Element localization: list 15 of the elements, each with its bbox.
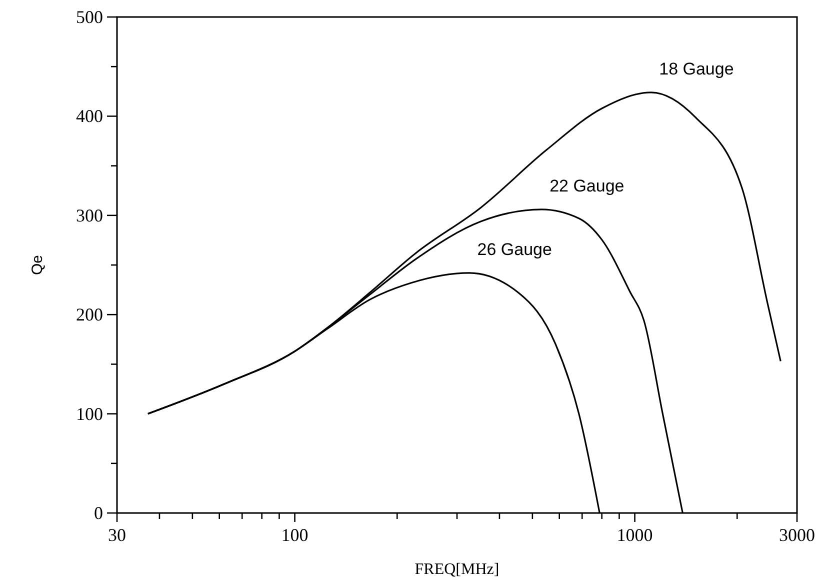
y-tick-label: 300: [76, 205, 103, 226]
series-label: 26 Gauge: [477, 240, 552, 259]
y-tick-label: 100: [76, 404, 103, 424]
x-axis-title: FREQ[MHz]: [414, 561, 500, 578]
y-tick-label: 200: [76, 304, 103, 325]
y-tick-label: 500: [76, 7, 103, 27]
x-tick-label: 30: [108, 525, 126, 545]
x-tick-label: 100: [281, 525, 308, 545]
x-tick-label: 1000: [616, 525, 653, 545]
series-label: 18 Gauge: [659, 59, 734, 78]
y-axis-title: Qe: [29, 254, 46, 276]
y-tick-label: 0: [94, 503, 103, 523]
x-tick-label: 3000: [779, 525, 815, 545]
series-label: 22 Gauge: [550, 176, 624, 196]
y-tick-label: 400: [76, 106, 103, 126]
